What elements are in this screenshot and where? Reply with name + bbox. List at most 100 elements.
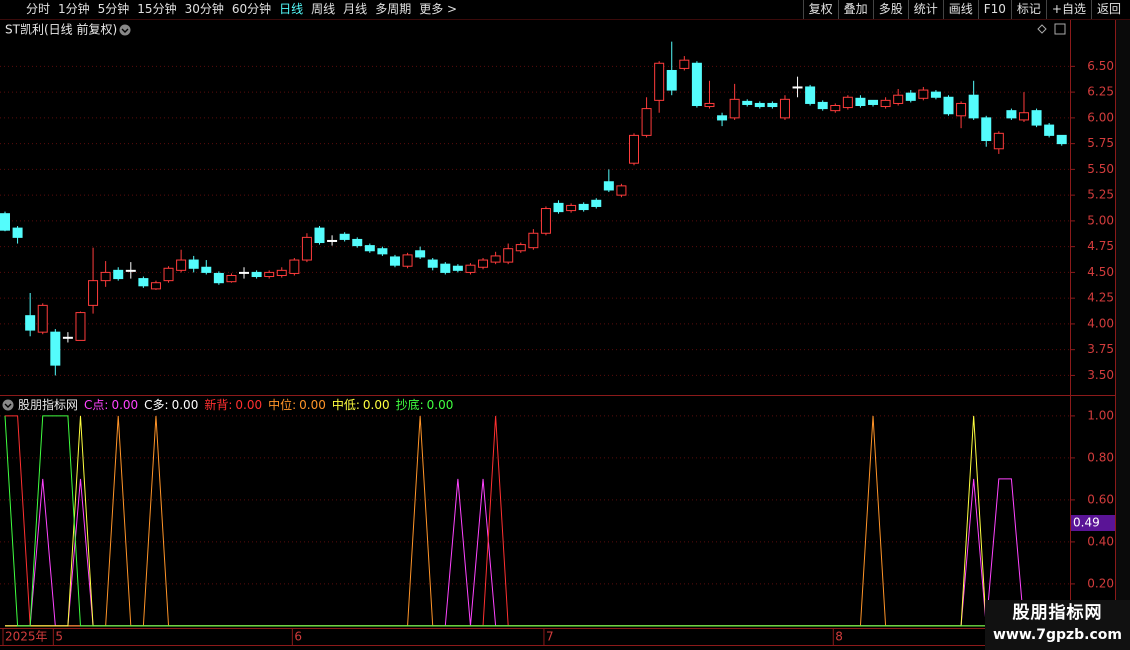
candle-body [704,102,715,108]
candle-body [578,203,589,211]
diamond-icon[interactable] [1037,24,1047,34]
chart-title: ST凯利(日线 前复权) [5,22,117,37]
candle-body [993,132,1004,150]
candle-body [176,259,187,271]
candle-body [1031,110,1042,126]
candle-body [490,255,501,263]
x-tick-label: 6 [294,630,302,644]
candle-body [62,336,73,339]
legend-name: 中低: [332,397,360,412]
tool-button[interactable]: 画线 [942,0,978,19]
period-tab[interactable]: 1分钟 [58,2,90,16]
candle-body [239,271,250,274]
tool-button[interactable]: 标记 [1010,0,1046,19]
current-marker-label: 0.49 [1073,516,1100,530]
candle-body [125,269,136,272]
candle-body [742,100,753,105]
candle-body [779,98,790,119]
period-tab[interactable]: 周线 [311,2,336,16]
candle-body [327,239,338,242]
candle-body [540,208,551,234]
candle-body [50,331,61,366]
dropdown-icon[interactable] [2,399,14,411]
candle-body [767,102,778,108]
y-tick-label: 5.75 [1087,136,1114,150]
legend-value: 0.00 [235,398,262,412]
candle-body [289,259,300,274]
candle-body [905,92,916,101]
candle-body [163,267,174,282]
candle-body [0,213,10,231]
period-tabs: 分时 1分钟 5分钟 15分钟 30分钟 60分钟 日线 周线 月线 多周期 更多 > [26,0,457,19]
legend-value: 0.00 [427,398,454,412]
candle-body [276,269,287,276]
candle-body [25,315,36,331]
candle-body [893,94,904,104]
y-tick-label: 5.50 [1087,162,1114,176]
tool-button[interactable]: 复权 [802,0,838,19]
candle-body [402,254,413,267]
candle-body [566,204,577,212]
candle-body [805,86,816,104]
candle-body [717,115,728,121]
candle-body [377,248,388,255]
indicator-line [5,415,1062,627]
window-icon[interactable] [1054,23,1066,35]
side-strip [1115,20,1130,650]
x-tick-label: 2025年 [5,630,48,644]
legend-value: 0.00 [299,398,326,412]
period-tab[interactable]: 分时 [26,2,51,16]
candle-body [352,238,363,247]
y-tick-label: 0.80 [1087,450,1114,464]
period-tab[interactable]: 30分钟 [184,2,224,16]
y-tick-label: 6.00 [1087,110,1114,124]
candle-body [201,266,212,273]
y-tick-label: 3.50 [1087,368,1114,382]
y-tick-label: 0.40 [1087,534,1114,548]
y-tick-label: 0.20 [1087,576,1114,590]
tool-button[interactable]: 多股 [872,0,908,19]
tool-button[interactable]: 返回 [1090,0,1126,19]
legend-name: C点: [84,398,108,412]
y-tick-label: 4.75 [1087,239,1114,253]
candle-body [100,271,111,282]
candle-body [339,233,350,240]
indicator-title: 股朋指标网 [18,397,78,412]
candle-body [389,256,400,266]
period-tab[interactable]: 60分钟 [231,2,272,16]
x-tick-label: 7 [546,630,554,644]
dropdown-icon[interactable] [119,24,131,36]
legend-value: 0.00 [172,398,199,412]
candle-body [75,312,86,341]
indicator-line [5,415,1062,627]
candle-body [251,271,262,278]
period-tab[interactable]: 多周期 [375,2,412,16]
y-tick-label: 1.00 [1087,408,1114,422]
tool-button[interactable]: +自选 [1045,0,1091,19]
candle-body [1056,134,1067,145]
candle-body [364,245,375,252]
period-tab[interactable]: 15分钟 [137,2,177,16]
period-tab[interactable]: 日线 [279,2,304,16]
candle-body [1018,112,1029,121]
candle-body [729,98,740,119]
candle-body [314,227,325,244]
candle-body [226,274,237,283]
tool-button[interactable]: 统计 [907,0,943,19]
candle-body [188,259,199,269]
period-tab[interactable]: 月线 [343,2,368,16]
candle-body [301,236,312,261]
candle-body [478,259,489,268]
tool-button[interactable]: F10 [977,0,1011,19]
candle-body [603,181,614,191]
period-tab[interactable]: 更多 > [419,2,458,16]
y-tick-label: 4.50 [1087,265,1114,279]
tool-button[interactable]: 叠加 [837,0,873,19]
candle-body [138,278,149,287]
candle-body [113,269,124,280]
legend-name: C多: [144,398,168,412]
candle-body [943,96,954,115]
period-tab[interactable]: 5分钟 [97,2,130,16]
toolbar: 分时 1分钟 5分钟 15分钟 30分钟 60分钟 日线 周线 月线 多周期 更多 > 复权 叠加 多股… [0,0,1130,20]
